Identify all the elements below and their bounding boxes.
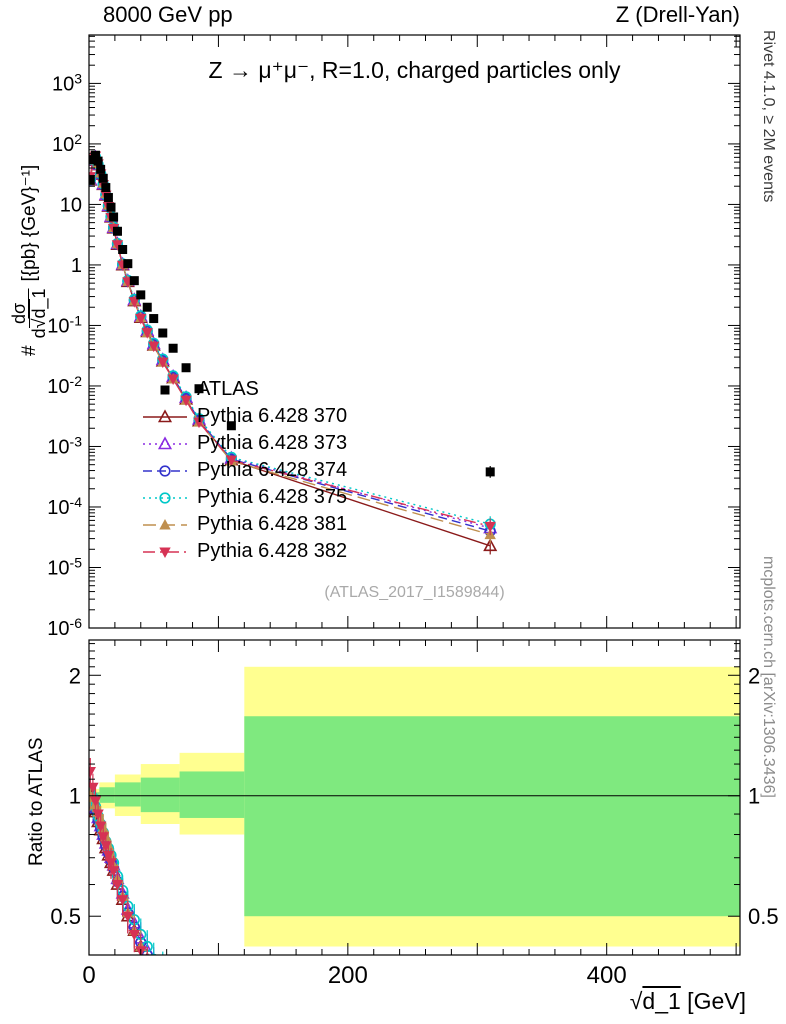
plot-title: Z → μ⁺μ⁻, R=1.0, charged particles only [208, 57, 621, 83]
main-series [89, 149, 498, 555]
legend: ATLAS Pythia 6.428 370 Pythia 6.428 373 Pyt… [142, 376, 347, 565]
ylabel-numerator: dσ [9, 298, 31, 329]
ylabel-denominator: d√d_1 [29, 288, 50, 339]
x-tick-label: 400 [587, 962, 627, 989]
legend-label: ATLAS [197, 378, 259, 400]
ratio-frame [88, 639, 741, 956]
legend-label: Pythia 6.428 375 [197, 486, 348, 508]
ratio-y-tick-label: 2 [69, 663, 81, 688]
uncertainty-bands [89, 666, 740, 947]
legend-marker-filled-triangle-down [143, 547, 187, 558]
main-y-tick-label: 10-6 [47, 615, 82, 640]
main-y-tick-label: 10-2 [47, 373, 82, 398]
xlabel-units: [GeV] [680, 988, 746, 1014]
legend-label: Pythia 6.428 373 [197, 432, 348, 454]
ylabel-fraction: dσ d√d_1 [9, 288, 50, 339]
ratio-y-tick-label-right: 1 [748, 784, 760, 809]
x-axis-label: √d_1 [GeV] [630, 988, 746, 1015]
main-y-tick-label: 10-3 [47, 433, 82, 458]
ylabel-units: [{pb} {GeV}⁻¹] [19, 164, 41, 282]
ratio-y-tick-label-right: 0.5 [748, 904, 779, 929]
legend-marker-open-triangle-up [143, 408, 187, 422]
main-y-tick-label: 10-1 [47, 312, 82, 337]
ticks [88, 35, 740, 956]
legend-item: Pythia 6.428 370 [142, 403, 347, 430]
legend-item: Pythia 6.428 381 [142, 511, 347, 538]
legend-marker-open-triangle-up [143, 435, 187, 449]
legend-marker-open-circle [143, 464, 187, 477]
ratio-y-tick-label-right: 2 [748, 663, 760, 688]
x-tick-label: 200 [328, 962, 368, 989]
main-y-tick-label: 1 [71, 255, 82, 277]
ylabel-denominator-pre: d√ [29, 318, 50, 339]
ylabel-prefix: # [18, 345, 40, 356]
main-y-tick-label: 10-5 [47, 554, 82, 579]
ratio-y-tick-label: 0.5 [50, 904, 81, 929]
xlabel-root-content: d_1 [642, 988, 681, 1014]
legend-label: Pythia 6.428 381 [197, 513, 348, 535]
legend-marker-open-circle [143, 491, 187, 504]
legend-item: Pythia 6.428 375 [142, 484, 347, 511]
rivet-version-note: Rivet 4.1.0, ≥ 2M events [760, 30, 777, 203]
legend-label: Pythia 6.428 382 [197, 540, 348, 562]
legend-marker-filled-triangle-up [143, 518, 187, 529]
main-y-tick-label: 102 [52, 131, 82, 156]
legend-item: Pythia 6.428 374 [142, 457, 347, 484]
mcplots-note: mcplots.cern.ch [arXiv:1306.3436] [760, 556, 777, 798]
analysis-watermark: (ATLAS_2017_I1589844) [324, 584, 505, 601]
ratio-series [89, 758, 164, 955]
main-y-tick-label: 10-4 [47, 494, 82, 519]
legend-label: Pythia 6.428 374 [197, 459, 348, 481]
main-y-tick-label: 10 [60, 194, 82, 216]
ratio-y-axis-label: Ratio to ATLAS [26, 737, 47, 867]
legend-marker-filled-square [160, 385, 170, 394]
ratio-y-tick-label: 1 [69, 784, 81, 809]
x-tick-label: 0 [82, 962, 95, 989]
main-y-tick-label: 103 [52, 70, 82, 95]
beam-label: 8000 GeV pp [103, 2, 233, 27]
xlabel-root-sign: √ [629, 988, 643, 1014]
process-label: Z (Drell-Yan) [615, 2, 740, 27]
legend-item: ATLAS [142, 376, 347, 403]
ylabel-denominator-root: d_1 [29, 288, 50, 319]
main-y-axis-label: # dσ d√d_1 [{pb} {GeV}⁻¹] [9, 164, 50, 356]
legend-item: Pythia 6.428 382 [142, 538, 347, 565]
legend-item: Pythia 6.428 373 [142, 430, 347, 457]
legend-label: Pythia 6.428 370 [197, 405, 348, 427]
